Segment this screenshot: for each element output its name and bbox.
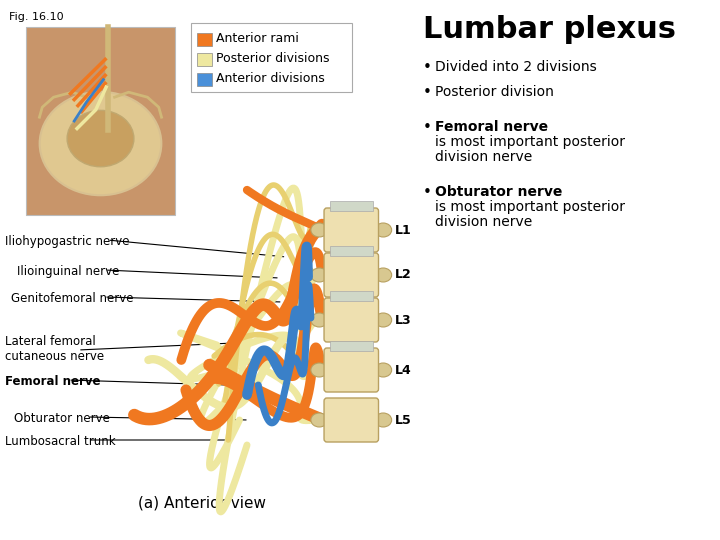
Text: Obturator nerve: Obturator nerve [14,412,110,425]
Text: Iliohypogastric nerve: Iliohypogastric nerve [5,235,129,248]
FancyBboxPatch shape [324,398,379,442]
Text: division nerve: division nerve [435,150,532,164]
Text: Anterior divisions: Anterior divisions [216,72,325,85]
Ellipse shape [311,313,328,327]
Bar [330,246,373,256]
Ellipse shape [40,92,161,195]
Text: Lateral femoral
cutaneous nerve: Lateral femoral cutaneous nerve [5,335,104,363]
FancyBboxPatch shape [324,298,379,342]
Text: L3: L3 [395,314,411,327]
Text: Posterior division: Posterior division [435,85,554,99]
FancyBboxPatch shape [27,27,175,215]
Text: •: • [423,85,431,100]
Ellipse shape [374,413,392,427]
Text: •: • [423,120,431,135]
Text: Lumbosacral trunk: Lumbosacral trunk [5,435,115,448]
Text: Lumbar plexus: Lumbar plexus [423,15,675,44]
Bar [330,201,373,211]
FancyBboxPatch shape [191,23,352,92]
Ellipse shape [311,363,328,377]
Text: division nerve: division nerve [435,215,532,229]
Ellipse shape [374,313,392,327]
Text: L4: L4 [395,363,411,376]
Text: •: • [423,185,431,200]
Text: Anterior rami: Anterior rami [216,32,299,45]
Text: L2: L2 [395,268,411,281]
Text: Femoral nerve: Femoral nerve [435,120,548,134]
Ellipse shape [311,223,328,237]
Bar [197,33,212,46]
Text: •: • [423,60,431,75]
Ellipse shape [67,110,134,167]
Ellipse shape [374,363,392,377]
Text: L1: L1 [395,224,411,237]
Text: Femoral nerve: Femoral nerve [5,375,100,388]
Text: Genitofemoral nerve: Genitofemoral nerve [12,292,134,305]
FancyBboxPatch shape [324,253,379,297]
Ellipse shape [374,268,392,282]
Text: Fig. 16.10: Fig. 16.10 [9,12,64,22]
Text: Posterior divisions: Posterior divisions [216,52,330,65]
Text: is most important posterior: is most important posterior [435,200,625,214]
Text: L5: L5 [395,414,411,427]
Text: Obturator nerve: Obturator nerve [435,185,562,199]
Bar [197,53,212,66]
Text: is most important posterior: is most important posterior [435,135,625,149]
Bar [330,341,373,351]
Ellipse shape [374,223,392,237]
Text: (a) Anterior view: (a) Anterior view [138,495,266,510]
Text: Ilioinguinal nerve: Ilioinguinal nerve [17,265,120,278]
Ellipse shape [311,268,328,282]
FancyBboxPatch shape [324,348,379,392]
Bar [330,291,373,301]
Bar [197,73,212,86]
Text: Divided into 2 divisions: Divided into 2 divisions [435,60,597,74]
FancyBboxPatch shape [324,208,379,252]
Ellipse shape [311,413,328,427]
